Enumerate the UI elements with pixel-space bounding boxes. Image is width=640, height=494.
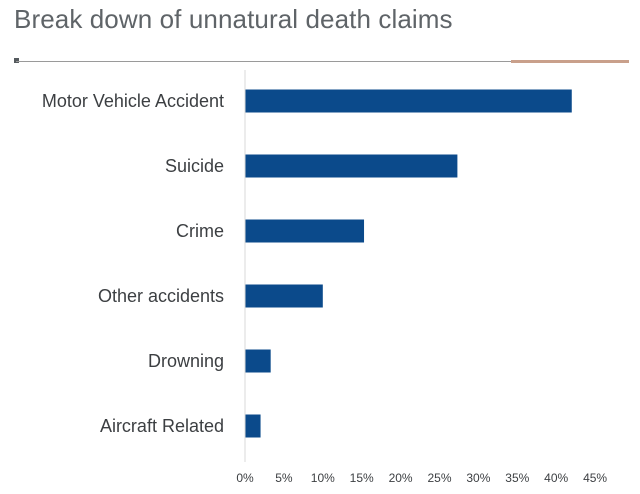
bar-other-accidents: [245, 284, 323, 308]
x-tick-label: 15%: [350, 471, 374, 485]
x-tick-label: 5%: [275, 471, 293, 485]
category-label-motor-vehicle-accident: Motor Vehicle Accident: [42, 91, 224, 111]
x-tick-label: 0%: [236, 471, 254, 485]
bar-drowning: [245, 349, 271, 373]
category-labels: Motor Vehicle Accident Suicide Crime Other …: [42, 91, 224, 436]
x-tick-label: 40%: [544, 471, 568, 485]
bar-crime: [245, 219, 365, 243]
x-tick-label: 35%: [505, 471, 529, 485]
title-marker: [14, 58, 19, 63]
title-accent-line: [511, 60, 629, 63]
category-label-other-accidents: Other accidents: [98, 286, 224, 306]
x-tick-label: 20%: [389, 471, 413, 485]
x-tick-label: 45%: [583, 471, 607, 485]
bar-aircraft-related: [245, 414, 261, 438]
category-label-suicide: Suicide: [165, 156, 224, 176]
x-tick-labels: 0% 5% 10% 15% 20% 25% 30% 35% 40% 45%: [236, 471, 607, 485]
title-rule: [16, 61, 628, 62]
category-label-crime: Crime: [176, 221, 224, 241]
x-tick-label: 30%: [466, 471, 490, 485]
x-tick-label: 25%: [427, 471, 451, 485]
bar-suicide: [245, 154, 458, 178]
bars-group: [245, 89, 572, 438]
chart-title: Break down of unnatural death claims: [14, 4, 453, 34]
x-tick-label: 10%: [311, 471, 335, 485]
category-label-aircraft-related: Aircraft Related: [100, 416, 224, 436]
bar-motor-vehicle-accident: [245, 89, 572, 113]
category-label-drowning: Drowning: [148, 351, 224, 371]
